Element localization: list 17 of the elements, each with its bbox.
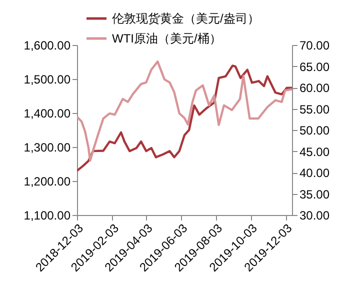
y2-tick-label: 65.00 <box>300 60 330 74</box>
y-tick-label: 1,500.00 <box>24 72 71 86</box>
y2-tick-label: 35.00 <box>300 187 330 202</box>
y-tick-label: 1,400.00 <box>24 106 71 120</box>
legend-label: WTI原油（美元/桶） <box>112 32 222 46</box>
y2-tick-label: 30.00 <box>300 208 330 222</box>
y2-tick-label: 60.00 <box>300 81 330 95</box>
legend-label: 伦敦现货黄金（美元/盎司） <box>112 12 260 26</box>
y-tick-label: 1,100.00 <box>24 208 71 222</box>
y-tick-label: 1,300.00 <box>24 140 71 154</box>
y2-tick-label: 45.00 <box>300 144 330 159</box>
y2-tick-label: 55.00 <box>300 102 330 116</box>
y2-tick-label: 40.00 <box>300 166 330 180</box>
y2-tick-label: 50.00 <box>300 124 330 138</box>
y-tick-label: 1,200.00 <box>24 174 71 188</box>
y-tick-label: 1,600.00 <box>24 38 71 52</box>
y2-tick-label: 70.00 <box>300 38 330 52</box>
